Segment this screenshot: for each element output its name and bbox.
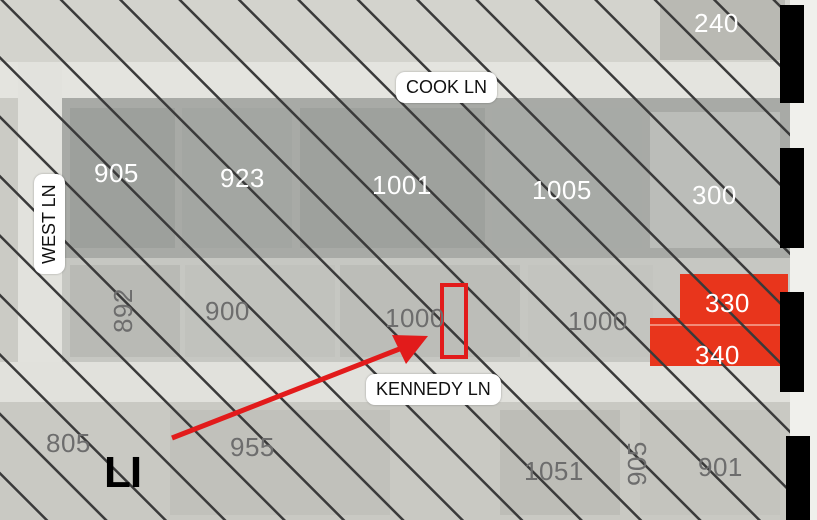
parcel-label: 1000 [385,303,445,333]
boundary-bar [780,5,804,103]
parcel-label: 955 [230,432,275,462]
parcel-label: 901 [698,452,743,482]
zoning-label: LI [104,448,142,497]
parcel-label: 1001 [372,170,432,200]
parcel-label: 900 [205,296,250,326]
street-label-cook-ln: COOK LN [396,72,498,103]
parcel-label: 330 [705,288,750,318]
parcel-label: 1051 [524,456,584,486]
parcel-label: 905 [622,441,652,486]
parcel-label: 905 [94,158,139,188]
parcel-label: 923 [220,163,265,193]
red-rectangle-marker [440,283,468,359]
parcel-label: 240 [694,8,739,38]
boundary-bar [780,148,804,248]
zoning-hatch [0,0,790,520]
parcel-label: 1005 [532,175,592,205]
parcel-label: 892 [108,288,138,333]
parcel-label: 300 [692,180,737,210]
street-label-kennedy-ln: KENNEDY LN [366,374,501,405]
parcel-label: 805 [46,428,91,458]
red-arrow-icon [171,335,428,441]
parcel-label: 340 [695,340,740,370]
boundary-bar [780,292,804,392]
parcel-label: 1000 [568,306,628,336]
street-label-west-ln: WEST LN [34,174,65,274]
boundary-bar [786,436,810,520]
